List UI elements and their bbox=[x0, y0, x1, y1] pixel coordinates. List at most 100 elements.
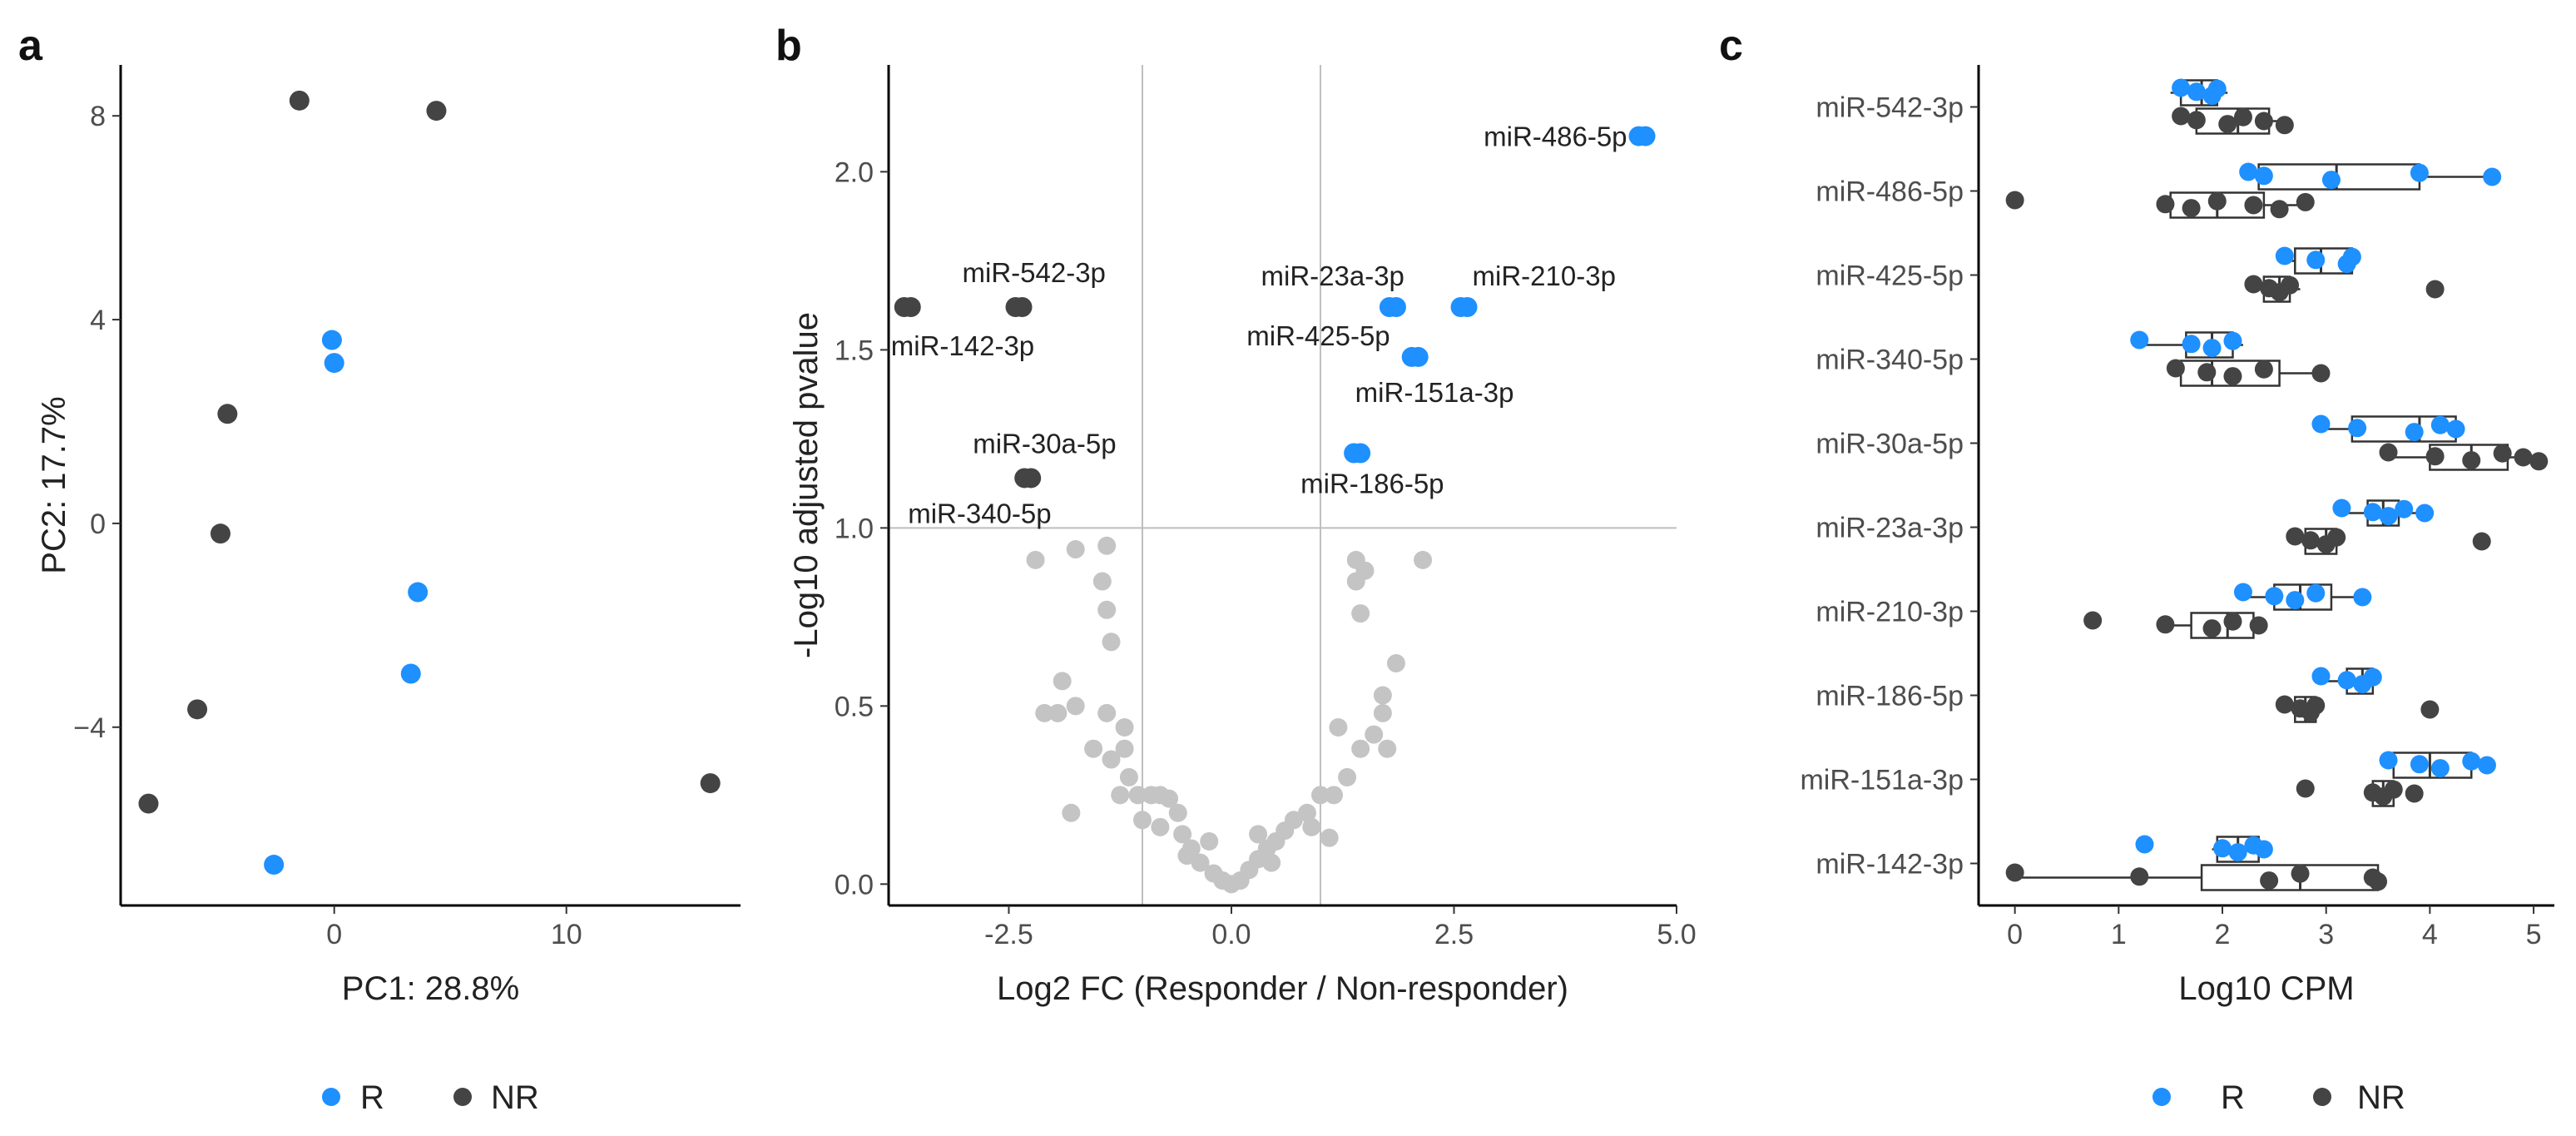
point-nr bbox=[289, 90, 310, 111]
legend-r-label: R bbox=[360, 1079, 384, 1116]
point-not-significant bbox=[1373, 686, 1392, 705]
point-not-significant bbox=[1084, 739, 1103, 758]
x-tick-label: 2 bbox=[2215, 919, 2231, 950]
point-r bbox=[2202, 339, 2222, 358]
point-not-significant bbox=[1128, 786, 1147, 805]
point-r bbox=[1379, 297, 1399, 318]
point-r bbox=[2477, 756, 2496, 775]
point-nr bbox=[2260, 871, 2279, 890]
point-r bbox=[2405, 423, 2424, 442]
point-nr bbox=[2514, 448, 2533, 467]
point-not-significant bbox=[1302, 817, 1321, 836]
category-label: miR-23a-3p bbox=[1816, 513, 1964, 544]
panel-letter-a: a bbox=[18, 22, 43, 70]
y-tick-label: 1.0 bbox=[835, 513, 874, 544]
point-r bbox=[2254, 840, 2273, 859]
y-axis-title: PC2: 17.7% bbox=[36, 396, 72, 573]
point-r bbox=[2130, 330, 2149, 350]
point-r bbox=[2410, 163, 2429, 182]
point-nr bbox=[2233, 107, 2252, 126]
point-r bbox=[2311, 667, 2331, 686]
point-nr bbox=[700, 773, 721, 794]
point-r bbox=[2353, 588, 2372, 607]
point-not-significant bbox=[1026, 550, 1045, 569]
point-r bbox=[2430, 759, 2450, 778]
point-nr bbox=[2244, 196, 2263, 215]
point-r bbox=[2135, 835, 2154, 854]
point-label: miR-30a-5p bbox=[973, 428, 1116, 459]
category-label: miR-542-3p bbox=[1816, 92, 1964, 124]
point-not-significant bbox=[1325, 786, 1344, 805]
category-label: miR-425-5p bbox=[1816, 260, 1964, 292]
point-nr bbox=[2275, 695, 2294, 714]
point-nr bbox=[2172, 107, 2191, 126]
category-label: miR-340-5p bbox=[1816, 345, 1964, 376]
point-not-significant bbox=[1115, 739, 1134, 758]
point-label: miR-210-3p bbox=[1473, 260, 1616, 291]
point-r bbox=[2430, 415, 2450, 434]
point-nr bbox=[2296, 779, 2315, 798]
point-r bbox=[2306, 251, 2326, 270]
point-label: miR-542-3p bbox=[963, 257, 1106, 288]
point-not-significant bbox=[1378, 739, 1397, 758]
point-nr bbox=[2218, 115, 2237, 134]
point-label: miR-23a-3p bbox=[1261, 260, 1404, 291]
point-not-significant bbox=[1092, 572, 1112, 591]
point-nr bbox=[2130, 867, 2149, 886]
point-nr bbox=[2420, 700, 2440, 719]
point-nr bbox=[1005, 297, 1026, 318]
point-r bbox=[1401, 346, 1422, 367]
category-label: miR-151a-3p bbox=[1800, 765, 1964, 796]
point-label: miR-340-5p bbox=[908, 498, 1051, 528]
point-r bbox=[2462, 752, 2481, 771]
point-nr bbox=[2369, 872, 2388, 891]
point-not-significant bbox=[1200, 831, 1219, 851]
point-nr bbox=[2202, 619, 2222, 638]
point-nr bbox=[2156, 615, 2175, 634]
point-nr bbox=[217, 404, 238, 424]
point-not-significant bbox=[1119, 767, 1138, 786]
point-not-significant bbox=[1097, 703, 1117, 722]
point-nr bbox=[1014, 468, 1035, 489]
point-not-significant bbox=[1048, 703, 1068, 722]
x-axis-title: Log2 FC (Responder / Non-responder) bbox=[997, 970, 1568, 1007]
y-tick-label: 4 bbox=[90, 305, 106, 336]
point-r bbox=[2187, 82, 2206, 102]
y-tick-label: 0 bbox=[90, 508, 106, 540]
point-not-significant bbox=[1160, 789, 1179, 808]
legend-panel-c: R NR bbox=[2152, 1079, 2405, 1116]
point-r bbox=[2337, 671, 2356, 690]
point-not-significant bbox=[1355, 561, 1375, 580]
y-axis-title: -Log10 adjusted pvalue bbox=[788, 312, 825, 658]
point-label: miR-142-3p bbox=[891, 330, 1034, 361]
point-r bbox=[324, 353, 344, 374]
point-nr bbox=[2244, 275, 2263, 294]
y-tick-label: 8 bbox=[90, 101, 106, 132]
category-label: miR-142-3p bbox=[1816, 849, 1964, 881]
point-nr bbox=[2005, 863, 2024, 882]
point-nr bbox=[2529, 452, 2549, 471]
legend-panel-a: R NR bbox=[322, 1079, 539, 1116]
legend-nr-swatch bbox=[2313, 1088, 2331, 1106]
panel-letter-b: b bbox=[775, 22, 802, 70]
point-r bbox=[2483, 167, 2502, 186]
point-nr bbox=[2275, 116, 2294, 135]
x-axis-title: PC1: 28.8% bbox=[342, 970, 519, 1007]
point-r bbox=[321, 330, 342, 350]
point-not-significant bbox=[1173, 825, 1192, 844]
point-r bbox=[2395, 499, 2414, 518]
point-nr bbox=[2405, 784, 2424, 803]
point-not-significant bbox=[1320, 828, 1339, 847]
box-iqr bbox=[2200, 864, 2380, 891]
point-nr bbox=[2462, 451, 2481, 470]
legend-r-swatch bbox=[322, 1088, 340, 1106]
y-tick-label: 0.5 bbox=[835, 691, 874, 722]
point-r bbox=[2213, 839, 2232, 858]
panel-c-boxplot: c miR-542-3p miR-486-5p miR-425-5p miR-340-5… bbox=[1719, 22, 2554, 1007]
x-tick-label: 1 bbox=[2111, 919, 2127, 950]
point-nr bbox=[2301, 531, 2320, 550]
point-label: miR-425-5p bbox=[1246, 320, 1390, 351]
point-not-significant bbox=[1249, 825, 1268, 844]
point-nr bbox=[2425, 280, 2445, 299]
